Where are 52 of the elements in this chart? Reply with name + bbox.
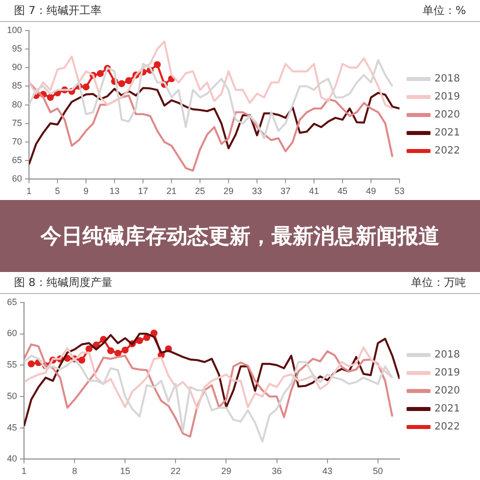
y-tick-label: 60 [12,174,22,184]
legend-label: 2018 [434,74,460,85]
y-tick-label: 70 [12,136,22,146]
chart-title: 图 7：纯碱开工率 [14,3,102,18]
x-tick-label: 17 [138,186,148,196]
y-tick-label: 100 [6,24,22,35]
text: 单位：万吨 [411,275,466,290]
x-tick-label: 15 [120,466,130,476]
legend-label: 2022 [434,146,460,157]
x-tick-label: 45 [338,186,348,196]
y-tick-label: 85 [12,80,22,91]
x-tick-label: 36 [272,466,282,476]
x-tick-label: 1 [22,466,27,476]
x-tick-label: 29 [221,466,232,476]
x-tick-label: 21 [166,186,177,196]
x-tick-label: 50 [372,466,383,476]
x-tick-label: 1 [26,186,32,196]
y-tick-label: 45 [6,422,18,432]
text: 单位：% [422,3,466,18]
y-tick-label: 40 [6,454,18,464]
legend-label: 2018 [434,350,460,361]
y-tick-label: 65 [12,155,22,166]
x-tick-label: 37 [280,186,291,196]
x-tick-label: 49 [366,186,376,196]
legend-label: 2020 [434,386,460,397]
x-tick-label: 53 [394,186,405,196]
chart-title: 图 8：纯碱周度产量 [14,275,112,290]
y-tick-label: 80 [12,99,22,110]
x-tick-label: 43 [322,466,332,476]
x-tick-label: 13 [110,186,120,196]
text: 今日纯碱库存动态更新，最新消息新闻报道 [0,200,480,272]
legend-label: 2019 [434,368,460,379]
y-tick-label: 75 [12,118,22,128]
x-tick-label: 25 [195,186,206,196]
legend-label: 2021 [434,404,460,415]
y-tick-label: 50 [6,390,18,401]
y-tick-label: 65 [6,296,18,307]
x-tick-label: 5 [55,186,60,196]
legend-label: 2021 [434,128,460,139]
legend-label: 2019 [434,92,460,103]
x-tick-label: 22 [170,466,181,476]
x-tick-label: 33 [252,186,262,196]
x-tick-label: 41 [309,186,320,196]
x-tick-label: 29 [224,186,234,196]
y-tick-label: 90 [12,62,22,72]
legend-label: 2022 [434,422,460,433]
y-tick-label: 55 [6,360,18,370]
y-tick-label: 95 [12,43,22,54]
y-tick-label: 60 [6,328,18,338]
x-tick-label: 9 [84,186,89,196]
x-tick-label: 8 [72,466,78,476]
legend-label: 2020 [434,110,460,121]
